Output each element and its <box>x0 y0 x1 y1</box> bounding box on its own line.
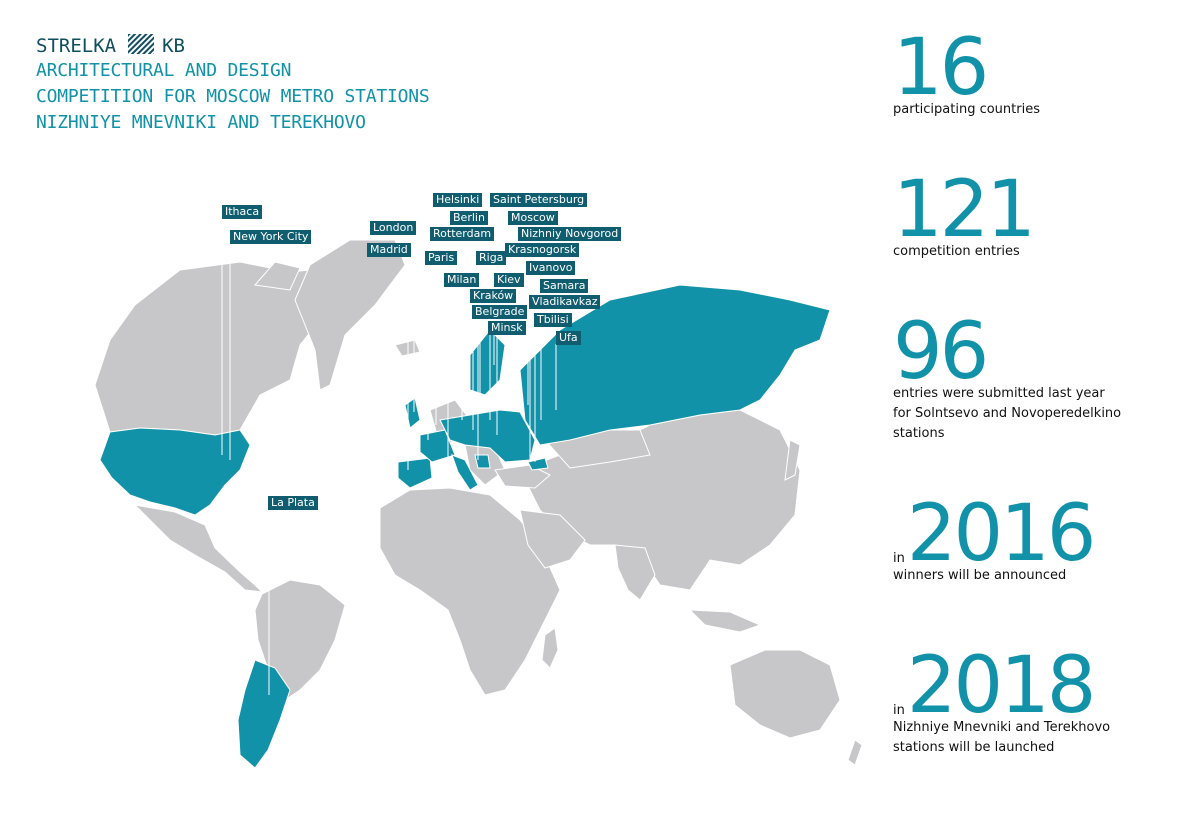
stat-last-year-description-2: for Solntsevo and Novoperedelkino <box>893 406 1122 421</box>
stat-2018: in 2018 Nizhniye Mnevniki and Terekhovo … <box>893 641 1111 758</box>
title-line-1: ARCHITECTURAL AND DESIGN <box>36 60 292 81</box>
land-greenland <box>294 239 406 391</box>
city-label-vladikavkaz: Vladikavkaz <box>529 295 601 309</box>
stat-2016-row: in 2016 <box>893 489 1097 579</box>
city-label-krasnogorsk: Krasnogorsk <box>505 243 580 257</box>
land-usa <box>99 427 251 516</box>
stat-2018-prefix: in <box>893 703 905 718</box>
land-grey <box>94 239 863 766</box>
city-label-madrid: Madrid <box>367 243 411 257</box>
land-spain <box>397 457 433 489</box>
land-central-america <box>133 504 264 593</box>
land-russia <box>519 284 831 446</box>
city-label-minsk: Minsk <box>488 321 526 335</box>
city-label-ufa: Ufa <box>556 331 581 345</box>
city-label-belgrade: Belgrade <box>472 305 528 319</box>
stat-2016-value: 2016 <box>906 489 1097 579</box>
city-label-moscow: Moscow <box>508 211 558 225</box>
stat-countries-value: 16 <box>893 23 989 113</box>
land-finland <box>469 329 506 396</box>
land-highlighted <box>99 284 831 769</box>
world-map <box>94 239 863 769</box>
land-madagascar <box>541 627 559 669</box>
stat-entries-value: 121 <box>893 165 1036 255</box>
title-line-3: NIZHNIYE MNEVNIKI AND TEREKHOVO <box>36 112 366 133</box>
city-label-helsinki: Helsinki <box>433 193 483 207</box>
city-label-ithaca: Ithaca <box>222 205 263 219</box>
stat-2018-value: 2018 <box>906 641 1097 731</box>
title-line-2: COMPETITION FOR MOSCOW METRO STATIONS <box>36 86 430 107</box>
brand-name-left: STRELKA <box>36 35 117 57</box>
stat-last-year-description-3: stations <box>893 426 945 441</box>
city-label-tbilisi: Tbilisi <box>534 313 572 327</box>
stat-2016: in 2016 winners will be announced <box>893 489 1097 586</box>
city-label-ivanovo: Ivanovo <box>526 261 576 275</box>
stat-last-year-description-1: entries were submitted last year <box>893 386 1105 401</box>
land-australia <box>729 649 841 739</box>
land-new-zealand <box>847 739 863 766</box>
stat-entries-description: competition entries <box>893 244 1020 259</box>
brand-logo: STRELKA KB <box>36 33 430 59</box>
city-label-london: London <box>370 221 417 235</box>
land-argentina <box>237 659 291 769</box>
city-label-riga: Riga <box>476 251 507 265</box>
stat-2016-description: winners will be announced <box>893 568 1067 583</box>
city-label-saint-petersburg: Saint Petersburg <box>490 193 588 207</box>
land-south-america <box>254 579 346 701</box>
stat-2018-description-1: Nizhniye Mnevniki and Terekhovo <box>893 720 1111 735</box>
stat-entries: 121 competition entries <box>893 165 1036 262</box>
city-label-samara: Samara <box>540 279 589 293</box>
brand-hatch-icon <box>128 33 155 59</box>
stat-last-year-value: 96 <box>893 307 989 397</box>
land-turkey <box>494 464 551 489</box>
land-arctic-islands <box>254 261 301 291</box>
land-uk <box>404 397 421 429</box>
city-label-kiev: Kiev <box>494 273 524 287</box>
brand-name-right: KB <box>162 35 185 57</box>
land-japan <box>784 439 801 481</box>
land-serbia <box>474 454 491 469</box>
land-france <box>419 429 456 463</box>
city-label-nizhniy-novgorod: Nizhniy Novgorod <box>518 227 622 241</box>
stat-2018-row: in 2018 <box>893 641 1110 731</box>
land-indonesia <box>688 609 762 633</box>
header: STRELKA KB ARCHITECTURAL AND DESIGN COMP… <box>36 33 430 136</box>
city-label-rotterdam: Rotterdam <box>430 227 495 241</box>
stat-last-year: 96 entries were submitted last year for … <box>893 307 1122 444</box>
city-label-krakow: Kraków <box>470 289 517 303</box>
stat-2018-description-2: stations will be launched <box>893 740 1055 755</box>
stat-countries: 16 participating countries <box>893 23 1040 120</box>
stat-countries-description: participating countries <box>893 102 1040 117</box>
land-georgia <box>527 457 549 471</box>
land-italy <box>451 454 479 491</box>
city-label-la-plata: La Plata <box>268 496 318 510</box>
land-india <box>614 544 656 601</box>
land-africa <box>379 487 561 696</box>
land-arabia <box>519 509 586 569</box>
city-label-milan: Milan <box>444 273 480 287</box>
city-label-berlin: Berlin <box>450 211 488 225</box>
city-label-new-york-city: New York City <box>230 230 312 244</box>
stat-2016-prefix: in <box>893 551 905 566</box>
city-label-paris: Paris <box>425 251 458 265</box>
